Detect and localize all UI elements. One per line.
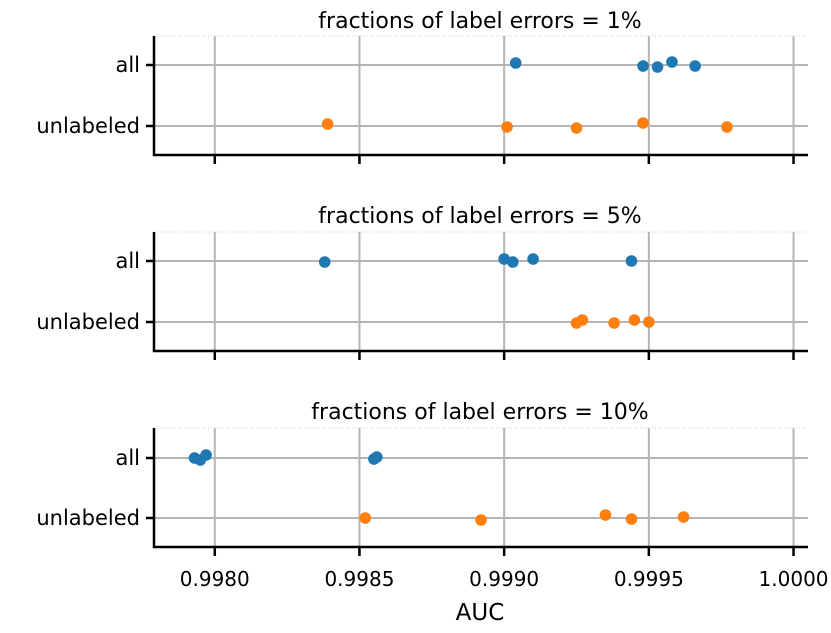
panel-1: fractions of label errors = 1% all unlabel…	[36, 9, 808, 164]
y-tick-label: all	[115, 446, 140, 470]
data-point-unlabeled	[721, 121, 733, 133]
x-axis-label: AUC	[456, 600, 505, 626]
data-point-unlabeled	[501, 121, 513, 133]
data-point-unlabeled	[599, 509, 612, 521]
data-point-all	[666, 56, 678, 68]
data-point-unlabeled	[475, 514, 487, 526]
data-point-unlabeled	[677, 511, 690, 523]
data-point-all	[371, 451, 383, 463]
data-point-unlabeled	[321, 118, 334, 130]
data-point-unlabeled	[628, 314, 641, 326]
panel-title: fractions of label errors = 1%	[318, 9, 641, 34]
data-point-unlabeled	[608, 317, 620, 329]
data-point-unlabeled	[625, 513, 638, 525]
data-point-unlabeled	[570, 122, 583, 134]
x-tick-label: 0.9980	[180, 567, 250, 591]
data-point-unlabeled	[637, 117, 649, 129]
panel-2: fractions of label errors = 5% all unlabel…	[36, 204, 808, 360]
panel-title: fractions of label errors = 5%	[318, 204, 641, 229]
data-point-all	[651, 61, 664, 73]
x-tick-label: 1.0000	[759, 567, 829, 591]
x-tick-label: 0.9990	[469, 567, 539, 591]
x-tick-label: 0.9985	[324, 567, 394, 591]
y-tick-label: all	[115, 249, 140, 273]
panel-3: fractions of label errors = 10% all unlabe…	[36, 400, 808, 556]
y-tick-label: unlabeled	[36, 114, 140, 138]
y-tick-label: all	[115, 53, 140, 77]
data-point-all	[200, 449, 212, 461]
data-point-all	[637, 60, 649, 72]
data-point-all	[509, 57, 522, 69]
data-point-unlabeled	[359, 512, 372, 524]
y-tick-label: unlabeled	[36, 310, 140, 334]
data-point-unlabeled	[576, 314, 589, 326]
data-point-all	[507, 256, 519, 268]
y-tick-label: unlabeled	[36, 506, 140, 530]
data-point-all	[527, 253, 539, 265]
data-point-all	[625, 255, 638, 267]
x-tick-label: 0.9995	[614, 567, 684, 591]
panel-title: fractions of label errors = 10%	[311, 400, 648, 425]
x-axis: 0.9980 0.9985 0.9990 0.9995 1.0000	[180, 567, 829, 591]
data-point-unlabeled	[643, 316, 655, 328]
data-point-all	[318, 256, 331, 268]
panels: fractions of label errors = 1% all unlabel…	[36, 9, 808, 556]
data-point-all	[689, 60, 701, 72]
